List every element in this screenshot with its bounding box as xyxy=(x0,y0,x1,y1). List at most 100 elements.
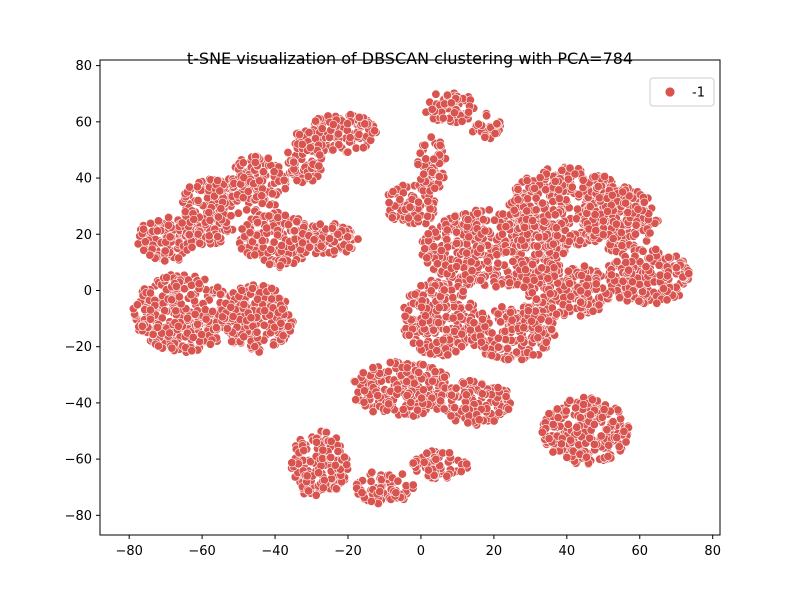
data-point xyxy=(253,217,263,227)
data-point xyxy=(520,265,530,275)
data-point xyxy=(529,275,539,285)
data-point xyxy=(444,448,454,458)
data-point xyxy=(594,300,604,310)
data-point xyxy=(430,183,440,193)
data-point xyxy=(476,275,486,285)
data-point xyxy=(558,248,568,258)
data-point xyxy=(265,259,275,269)
data-point xyxy=(508,256,518,266)
data-point xyxy=(439,404,449,414)
data-point xyxy=(342,460,352,470)
data-point xyxy=(608,417,618,427)
data-point xyxy=(581,452,591,462)
data-point xyxy=(145,288,155,298)
x-tick-label: −40 xyxy=(261,544,288,559)
data-point xyxy=(204,231,214,241)
data-point xyxy=(519,323,529,333)
data-point xyxy=(491,282,501,292)
data-point xyxy=(438,113,448,123)
data-point xyxy=(370,126,380,136)
data-point xyxy=(269,167,279,177)
data-point xyxy=(269,237,279,247)
data-point xyxy=(627,277,637,287)
data-point xyxy=(227,336,237,346)
data-point xyxy=(414,367,424,377)
data-point xyxy=(325,234,335,244)
data-point xyxy=(639,197,649,207)
data-point xyxy=(497,229,507,239)
data-point xyxy=(413,197,423,207)
data-point xyxy=(617,241,627,251)
data-point xyxy=(420,311,430,321)
data-point xyxy=(429,154,439,164)
y-tick-label: 60 xyxy=(75,115,92,130)
data-point xyxy=(497,302,507,312)
data-point xyxy=(350,377,360,387)
data-point xyxy=(565,395,575,405)
data-point xyxy=(493,333,503,343)
data-point xyxy=(474,415,484,425)
data-point xyxy=(534,249,544,259)
data-point xyxy=(441,325,451,335)
data-point xyxy=(501,247,511,257)
data-point xyxy=(344,242,354,252)
data-point xyxy=(183,313,193,323)
data-point xyxy=(467,266,477,276)
y-tick-label: 0 xyxy=(84,284,92,299)
data-point xyxy=(402,363,412,373)
data-point xyxy=(145,250,155,260)
data-point xyxy=(451,227,461,237)
data-point xyxy=(496,317,506,327)
data-point xyxy=(193,196,203,206)
data-point xyxy=(263,153,273,163)
data-point xyxy=(222,324,232,334)
data-point xyxy=(449,108,459,118)
data-point xyxy=(523,306,533,316)
data-point xyxy=(570,169,580,179)
data-point xyxy=(245,228,255,238)
x-tick-label: 20 xyxy=(486,544,503,559)
data-point xyxy=(305,457,315,467)
data-point xyxy=(480,132,490,142)
data-point xyxy=(554,194,564,204)
data-point xyxy=(267,189,277,199)
data-point xyxy=(552,231,562,241)
data-point xyxy=(165,328,175,338)
data-point xyxy=(325,133,335,143)
data-point xyxy=(621,198,631,208)
data-point xyxy=(490,129,500,139)
data-point xyxy=(654,260,664,270)
data-point xyxy=(425,204,435,214)
data-point xyxy=(550,210,560,220)
data-point xyxy=(535,173,545,183)
data-point xyxy=(448,313,458,323)
data-point xyxy=(278,331,288,341)
data-point xyxy=(624,265,634,275)
data-point xyxy=(353,234,363,244)
data-point xyxy=(423,196,433,206)
data-point xyxy=(522,206,532,216)
legend-box xyxy=(649,77,715,107)
data-point xyxy=(527,288,537,298)
data-point xyxy=(422,253,432,263)
data-point xyxy=(216,204,226,214)
y-tick-label: 20 xyxy=(75,228,92,243)
data-point xyxy=(177,218,187,228)
data-point xyxy=(641,262,651,272)
data-point xyxy=(416,302,426,312)
data-point xyxy=(314,161,324,171)
data-point xyxy=(519,282,529,292)
data-point xyxy=(477,314,487,324)
data-point xyxy=(604,440,614,450)
data-point xyxy=(427,104,437,114)
data-point xyxy=(164,220,174,230)
data-point xyxy=(528,216,538,226)
data-point xyxy=(140,237,150,247)
data-point xyxy=(280,184,290,194)
data-point xyxy=(185,182,195,192)
data-point xyxy=(528,350,538,360)
data-point xyxy=(596,431,606,441)
data-point xyxy=(180,207,190,217)
data-point xyxy=(193,229,203,239)
